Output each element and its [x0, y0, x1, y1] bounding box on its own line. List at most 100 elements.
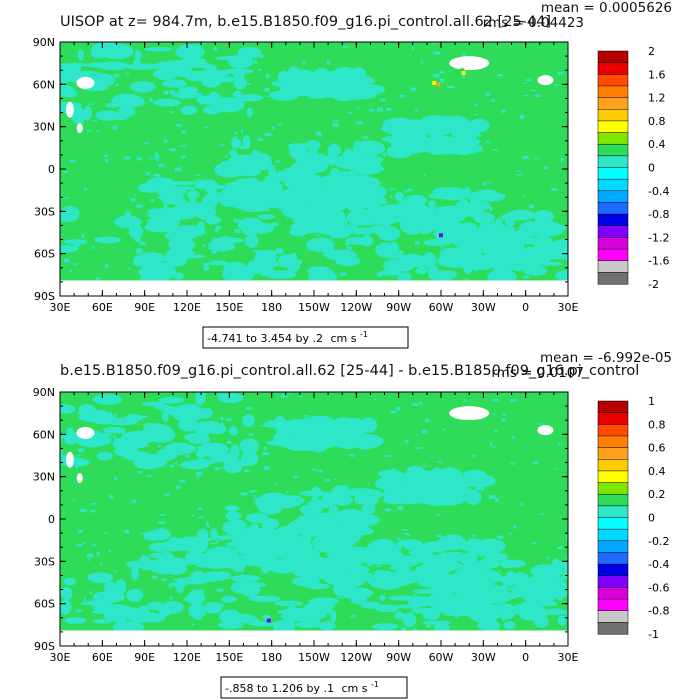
- colorbar-label: 0.8: [648, 115, 666, 128]
- colorbar-swatch: [597, 447, 629, 460]
- x-tick-label: 120W: [340, 651, 372, 664]
- anomaly-cell: [431, 80, 436, 85]
- x-tick-label: 60E: [92, 651, 113, 664]
- x-tick-label: 90W: [386, 301, 411, 314]
- mean-stat: mean = 0.0005626: [541, 0, 672, 16]
- colorbar-label: 2: [648, 45, 655, 58]
- colorbar-swatch: [597, 97, 629, 110]
- x-tick-label: 180: [261, 651, 282, 664]
- svg-text:-.858 to 1.206 by .1 c: -.858 to 1.206 by .1 cm s -1: [225, 680, 379, 695]
- anomaly-cell: [266, 618, 271, 623]
- y-tick-label: 60S: [34, 248, 55, 261]
- x-tick-label: 30E: [558, 301, 579, 314]
- colorbar-swatch: [597, 493, 629, 507]
- x-tick-label: 120E: [173, 651, 201, 664]
- x-tick-label: 120W: [340, 301, 372, 314]
- y-tick-label: 90S: [34, 290, 55, 303]
- x-tick-label: 60W: [429, 301, 454, 314]
- colorbar-swatch: [597, 482, 629, 495]
- colorbar-label: 0.2: [648, 488, 666, 501]
- colorbar-swatch: [597, 424, 629, 437]
- colorbar-swatch: [597, 528, 629, 542]
- x-tick-label: 90E: [134, 651, 155, 664]
- colorbar-swatch: [597, 598, 629, 612]
- colorbar-swatch: [597, 260, 629, 273]
- colorbar-swatch: [597, 120, 629, 134]
- colorbar-label: -1.6: [648, 255, 669, 268]
- contour-units: cm s: [330, 332, 356, 345]
- colorbar-swatch: [597, 400, 629, 414]
- x-tick-label: 180: [261, 301, 282, 314]
- y-tick-label: 60N: [33, 78, 55, 91]
- y-tick-label: 90S: [34, 640, 55, 653]
- colorbar-swatch: [597, 552, 629, 565]
- colorbar-swatch: [597, 435, 629, 449]
- panel-title: UISOP at z= 984.7m, b.e15.B1850.f09_g16.…: [60, 14, 551, 30]
- x-tick-label: 90E: [134, 301, 155, 314]
- colorbar-label: 1: [648, 395, 655, 408]
- colorbar-swatch: [597, 190, 629, 204]
- contour-range: -.858 to 1.206 by .1: [225, 682, 334, 695]
- colorbar-label: -0.4: [648, 558, 669, 571]
- x-tick-label: 30W: [471, 651, 496, 664]
- mean-stat: mean = -6.992e-05: [540, 350, 672, 366]
- anomaly-cell: [461, 71, 466, 75]
- contour-info-frame: [202, 326, 409, 349]
- x-tick-label: 30E: [558, 651, 579, 664]
- x-tick-label: 150W: [298, 651, 330, 664]
- panel-bottom: b.e15.B1850.f09_g16.pi_control.all.62 [2…: [33, 350, 672, 699]
- x-tick-label: 150W: [298, 301, 330, 314]
- contour-info-frame: [220, 676, 408, 699]
- x-tick-label: 30W: [471, 301, 496, 314]
- y-tick-label: 90N: [33, 386, 55, 399]
- colorbar-label: -1: [648, 628, 659, 641]
- x-tick-label: 30E: [50, 651, 71, 664]
- map-plot: 30E 60E 90E 120E 150E 180 150W 120W 90W 60W 30W 0 30…: [33, 36, 579, 314]
- panel-top: UISOP at z= 984.7m, b.e15.B1850.f09_g16.…: [33, 0, 672, 349]
- anomaly-cell: [436, 82, 441, 87]
- colorbar-swatch: [597, 622, 629, 635]
- y-tick-label: 60N: [33, 428, 55, 441]
- rms-stat: rms = 0.0107: [491, 365, 584, 381]
- colorbar-swatch: [597, 50, 629, 64]
- colorbar-swatch: [597, 143, 629, 157]
- colorbar-swatch: [597, 610, 629, 623]
- colorbar-swatch: [597, 505, 629, 519]
- x-tick-label: 90W: [386, 651, 411, 664]
- colorbar-label: -1.2: [648, 231, 669, 244]
- colorbar-label: 1.2: [648, 92, 666, 105]
- map-plot: 30E 60E 90E 120E 150E 180 150W 120W 90W 60W 30W 0 30…: [33, 386, 579, 664]
- x-tick-label: 0: [522, 651, 529, 664]
- y-tick-label: 30S: [34, 555, 55, 568]
- colorbar-swatch: [597, 272, 629, 285]
- colorbar-label: -2: [648, 278, 659, 291]
- colorbar-swatch: [597, 213, 629, 227]
- colorbar-swatch: [597, 237, 629, 250]
- y-tick-label: 30S: [34, 205, 55, 218]
- colorbar-swatch: [597, 540, 629, 553]
- x-tick-label: 150E: [215, 651, 243, 664]
- contour-units-exponent: -1: [360, 330, 368, 339]
- colorbar-swatch: [597, 202, 629, 215]
- colorbar-label: -0.8: [648, 605, 669, 618]
- colorbar-label: -0.8: [648, 208, 669, 221]
- x-tick-label: 30E: [50, 301, 71, 314]
- colorbar-swatch: [597, 132, 629, 145]
- colorbar-label: 0.4: [648, 138, 666, 151]
- colorbar-swatch: [597, 155, 629, 169]
- x-tick-label: 0: [522, 301, 529, 314]
- colorbar-label: 0.4: [648, 465, 666, 478]
- colorbar-swatch: [597, 178, 629, 192]
- anomaly-cell: [439, 233, 443, 238]
- y-tick-label: 30N: [33, 121, 55, 134]
- y-tick-label: 0: [48, 513, 55, 526]
- contour-units: cm s: [341, 682, 367, 695]
- colorbar-swatch: [597, 587, 629, 600]
- colorbar-swatch: [597, 470, 629, 484]
- x-tick-label: 120E: [173, 301, 201, 314]
- colorbar-swatch: [597, 85, 629, 99]
- colorbar-label: 1.6: [648, 68, 666, 81]
- contour-info-box: -.858 to 1.206 by .1 cm s -1: [220, 676, 408, 699]
- colorbar-swatch: [597, 563, 629, 577]
